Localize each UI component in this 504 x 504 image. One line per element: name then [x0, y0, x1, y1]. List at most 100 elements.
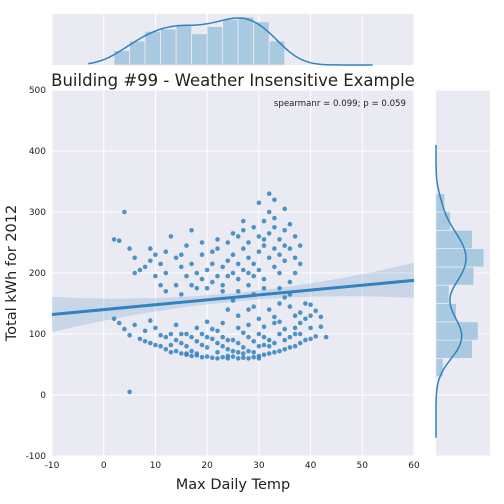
scatter-point: [272, 340, 277, 346]
scatter-point: [204, 334, 210, 340]
scatter-point: [241, 355, 246, 361]
scatter-point: [246, 270, 251, 276]
scatter-point: [308, 313, 313, 319]
scatter-points: [111, 191, 329, 395]
scatter-point: [148, 340, 153, 346]
scatter-point: [163, 249, 169, 254]
scatter-point: [241, 330, 246, 336]
scatter-point: [297, 320, 303, 326]
scatter-point: [251, 261, 256, 267]
scatter-point: [163, 270, 169, 276]
scatter-point: [241, 228, 246, 233]
scatter-point: [158, 261, 163, 267]
scatter-point: [132, 255, 137, 261]
scatter-point: [282, 258, 288, 264]
scatter-point: [282, 326, 288, 332]
marginal-x-bar: [144, 30, 161, 66]
scatter-point: [127, 246, 132, 251]
x-tick-label: 20: [201, 461, 213, 471]
marginal-x-histogram: [113, 16, 286, 66]
scatter-point: [241, 345, 246, 350]
scatter-point: [272, 225, 277, 230]
scatter-point: [137, 336, 143, 342]
marginal-x-bar: [191, 33, 208, 66]
marginal-y-bar: [435, 229, 473, 250]
scatter-point: [204, 267, 210, 273]
scatter-point: [256, 343, 262, 349]
scatter-point: [179, 331, 184, 337]
scatter-point: [220, 282, 225, 288]
scatter-point: [215, 237, 220, 242]
scatter-point: [287, 334, 293, 340]
scatter-point: [277, 286, 282, 291]
scatter-point: [230, 231, 236, 236]
scatter-point: [292, 343, 298, 349]
scatter-point: [251, 354, 256, 360]
scatter-point: [266, 191, 272, 196]
scatter-point: [194, 325, 200, 331]
scatter-point: [111, 237, 117, 242]
scatter-point: [313, 308, 319, 314]
scatter-point: [210, 326, 215, 332]
scatter-point: [230, 348, 236, 354]
scatter-point: [163, 334, 169, 340]
scatter-point: [204, 286, 210, 291]
scatter-point: [287, 221, 293, 227]
scatter-point: [199, 331, 205, 337]
scatter-point: [246, 348, 251, 354]
scatter-point: [256, 356, 262, 361]
scatter-point: [287, 246, 293, 251]
scatter-point: [153, 273, 158, 279]
scatter-point: [173, 322, 179, 328]
scatter-point: [235, 289, 241, 294]
scatter-point: [246, 240, 251, 245]
scatter-point: [241, 351, 246, 356]
scatter-point: [168, 342, 174, 348]
y-tick-label: 300: [29, 208, 46, 218]
scatter-point: [266, 255, 272, 261]
scatter-point: [142, 328, 148, 334]
scatter-point: [220, 289, 225, 294]
scatter-point: [210, 336, 215, 342]
scatter-point: [272, 215, 277, 221]
scatter-point: [173, 348, 179, 354]
scatter-point: [230, 354, 236, 359]
scatter-point: [163, 347, 169, 352]
x-tick-label: 60: [408, 461, 420, 471]
scatter-point: [127, 389, 132, 395]
scatter-point: [132, 270, 137, 276]
scatter-point: [277, 270, 282, 276]
marginal-y-bar: [435, 321, 479, 341]
x-tick-label: 30: [253, 461, 265, 471]
scatter-point: [158, 343, 163, 349]
scatter-point: [256, 200, 262, 206]
scatter-point: [168, 350, 174, 355]
scatter-point: [272, 264, 277, 270]
scatter-point: [215, 356, 220, 361]
x-tick-labels: -10 0 10 20 30 40 50 60: [45, 461, 420, 471]
y-tick-label: 500: [29, 86, 46, 96]
marginal-y-kde-curve: [435, 144, 467, 438]
x-tick-label: 50: [357, 461, 369, 471]
scatter-point: [173, 255, 179, 261]
scatter-point: [251, 350, 256, 355]
x-tick-label: 40: [305, 461, 317, 471]
scatter-point: [210, 249, 215, 254]
scatter-point: [158, 332, 163, 338]
scatter-point: [220, 264, 225, 270]
scatter-point: [277, 237, 282, 242]
scatter-point: [282, 243, 288, 248]
scatter-point: [235, 276, 241, 282]
scatter-point: [173, 282, 179, 288]
scatter-point: [204, 345, 210, 350]
marginal-y-bar: [435, 193, 446, 213]
scatter-point: [230, 337, 236, 343]
scatter-point: [184, 331, 189, 337]
scatter-point: [220, 320, 225, 326]
scatter-point: [297, 261, 303, 267]
stats-annotation: spearmanr = 0.099; p = 0.059: [274, 99, 406, 109]
scatter-point: [122, 326, 127, 332]
scatter-point: [199, 354, 205, 360]
y-tick-labels: -100 0 100 200 300 400 500: [26, 86, 47, 462]
scatter-point: [323, 334, 329, 340]
